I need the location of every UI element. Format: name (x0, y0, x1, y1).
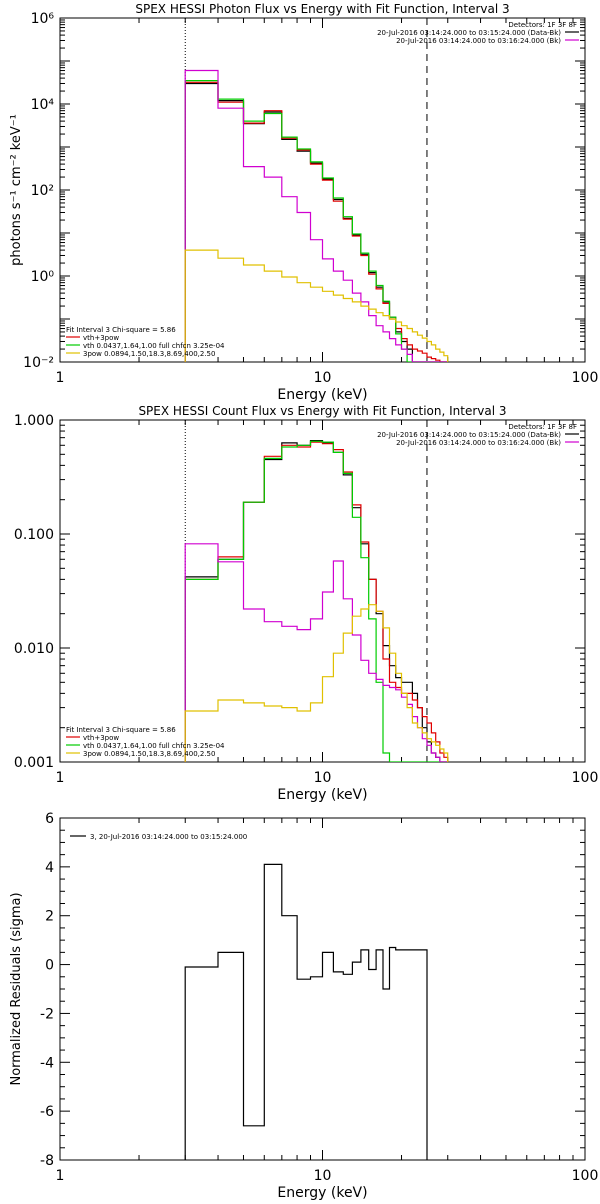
x-tick-label: 1 (56, 1168, 65, 1184)
x-tick-label: 10 (314, 370, 332, 386)
series-line-1 (184, 440, 448, 762)
y-tick-label: 0.001 (14, 755, 54, 771)
x-axis-label: Energy (keV) (277, 787, 367, 803)
series-line-3 (184, 80, 448, 362)
legend-label: 3pow 0.0894,1.50,18.3,8.69,400,2.50 (83, 350, 215, 358)
legend-label: 20-Jul-2016 03:14:24.000 to 03:16:24.000… (396, 439, 561, 447)
y-tick-label: -8 (40, 1153, 54, 1169)
y-tick-label: 10⁰ (31, 269, 55, 285)
x-tick-label: 1 (56, 770, 65, 786)
x-tick-label: 1 (56, 370, 65, 386)
legend-label: vth+3pow (83, 334, 119, 342)
chart-panel-3: 1 10 100 -8 -6 -4 -2 0 2 4 6 Energy (keV) Normalized… (9, 811, 599, 1201)
y-tick-label: -4 (40, 1055, 54, 1071)
y-tick-label: 6 (45, 811, 54, 827)
y-tick-label: 10⁶ (31, 11, 55, 27)
legend-label: 3pow 0.0894,1.50,18.3,8.69,400,2.50 (83, 750, 215, 758)
chart-title: SPEX HESSI Count Flux vs Energy with Fit… (138, 404, 506, 418)
series-line-5 (184, 249, 449, 362)
series-line-2 (184, 81, 448, 362)
series-line-5 (184, 604, 449, 762)
chart-panel-2: 1 10 100 0.001 0.010 0.100 1.000 SPEX HESSI Cou… (14, 404, 598, 803)
plot-frame (59, 419, 586, 763)
y-tick-label: 0 (45, 958, 54, 974)
series-line-2 (184, 441, 449, 762)
chart-panel-1: 1 10 100 10⁻² 10⁰ 10² 10⁴ 10⁶ SPEX HESSI Photon … (9, 2, 598, 403)
series-line-3 (184, 440, 448, 762)
y-tick-label: 10² (31, 183, 54, 199)
y-tick-label: 4 (45, 860, 54, 876)
series-line-4 (184, 543, 448, 762)
series-line-1 (184, 863, 428, 1160)
y-tick-label: 1.000 (14, 413, 54, 429)
series-line-4 (184, 69, 448, 362)
x-axis-label: Energy (keV) (277, 387, 367, 403)
legend-header: Detectors: 1F 3F 8F (508, 21, 577, 29)
x-tick-label: 100 (572, 1168, 599, 1184)
y-axis-label: Normalized Residuals (sigma) (9, 892, 24, 1085)
legend-label: 3, 20-Jul-2016 03:14:24.000 to 03:15:24.… (90, 833, 247, 841)
y-axis-label: photons s⁻¹ cm⁻² keV⁻¹ (9, 114, 24, 266)
y-tick-label: 2 (45, 909, 54, 925)
legend-header: Fit Interval 3 Chi-square = 5.86 (66, 326, 176, 334)
legend-label: vth 0.0437,1.64,1.00 full chfcn 3.25e-04 (83, 342, 225, 350)
plot-frame (59, 817, 586, 1161)
legend-header: Fit Interval 3 Chi-square = 5.86 (66, 726, 176, 734)
legend-label: 20-Jul-2016 03:14:24.000 to 03:15:24.000… (377, 29, 561, 37)
x-tick-label: 10 (314, 770, 332, 786)
chart-title: SPEX HESSI Photon Flux vs Energy with Fi… (135, 2, 509, 16)
legend-label: vth+3pow (83, 734, 119, 742)
legend-label: vth 0.0437,1.64,1.00 full chfcn 3.25e-04 (83, 742, 225, 750)
legend-header: Detectors: 1F 3F 8F (508, 423, 577, 431)
y-tick-label: 10⁻² (23, 355, 54, 371)
x-tick-label: 100 (572, 370, 599, 386)
plot-frame (59, 17, 586, 363)
x-tick-label: 10 (314, 1168, 332, 1184)
x-axis-label: Energy (keV) (277, 1185, 367, 1200)
legend-label: 20-Jul-2016 03:14:24.000 to 03:15:24.000… (377, 431, 561, 439)
legend-label: 20-Jul-2016 03:14:24.000 to 03:16:24.000… (396, 37, 561, 45)
series-line-1 (184, 82, 448, 362)
y-tick-label: 0.010 (14, 641, 54, 657)
y-tick-label: -6 (40, 1104, 54, 1120)
y-tick-label: -2 (40, 1006, 54, 1022)
y-tick-label: 0.100 (14, 527, 54, 543)
x-tick-label: 100 (572, 770, 599, 786)
y-tick-label: 10⁴ (31, 97, 55, 113)
